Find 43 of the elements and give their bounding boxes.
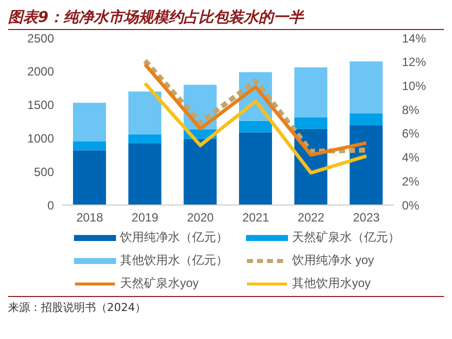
legend-label: 其他饮用水yoy [292,275,371,292]
bar [73,142,106,150]
bar [128,144,162,205]
y2-tick-label: 14% [402,31,426,46]
x-tick-label: 2021 [242,210,270,225]
line-series [143,82,368,175]
legend-label: 饮用纯净水 yoy [292,252,374,269]
legend-label: 天然矿泉水yoy [120,275,199,292]
bar [294,67,328,118]
y-tick-label: 500 [34,164,54,179]
bar [350,126,383,205]
bar [184,138,217,205]
source-note: 来源：招股说明书（2024） [8,296,444,315]
legend-label: 其他饮用水（亿元） [120,252,228,269]
y2-tick-label: 2% [402,174,420,188]
bar [128,134,162,144]
x-tick-label: 2019 [132,210,159,225]
legend-label: 天然矿泉水（亿元） [292,229,400,246]
x-tick-label: 2018 [76,210,104,225]
y-tick-label: 1000 [27,131,54,146]
x-tick-label: 2020 [186,210,214,225]
chart-title: 图表9：纯净水市场规模约占比包装水的一半 [8,8,444,30]
bar [294,117,328,129]
bar [73,150,106,205]
bar [350,113,383,126]
y2-tick-label: 0% [402,198,420,212]
y-tick-label: 2500 [27,31,54,46]
y2-tick-label: 10% [402,78,426,93]
y2-tick-label: 8% [402,102,420,117]
y2-tick-label: 6% [402,126,420,141]
bar [73,102,106,142]
bar [128,91,162,134]
y-tick-label: 1500 [27,98,54,112]
y-tick-label: 0 [47,198,54,212]
legend-label: 饮用纯净水（亿元） [120,229,228,246]
y2-tick-label: 4% [402,150,420,165]
y2-tick-label: 12% [402,55,426,70]
bar [239,120,272,132]
bar [350,61,383,114]
x-tick-label: 2023 [352,210,380,225]
bar [239,132,272,205]
y-tick-label: 2000 [27,64,54,79]
x-tick-label: 2022 [298,210,325,225]
